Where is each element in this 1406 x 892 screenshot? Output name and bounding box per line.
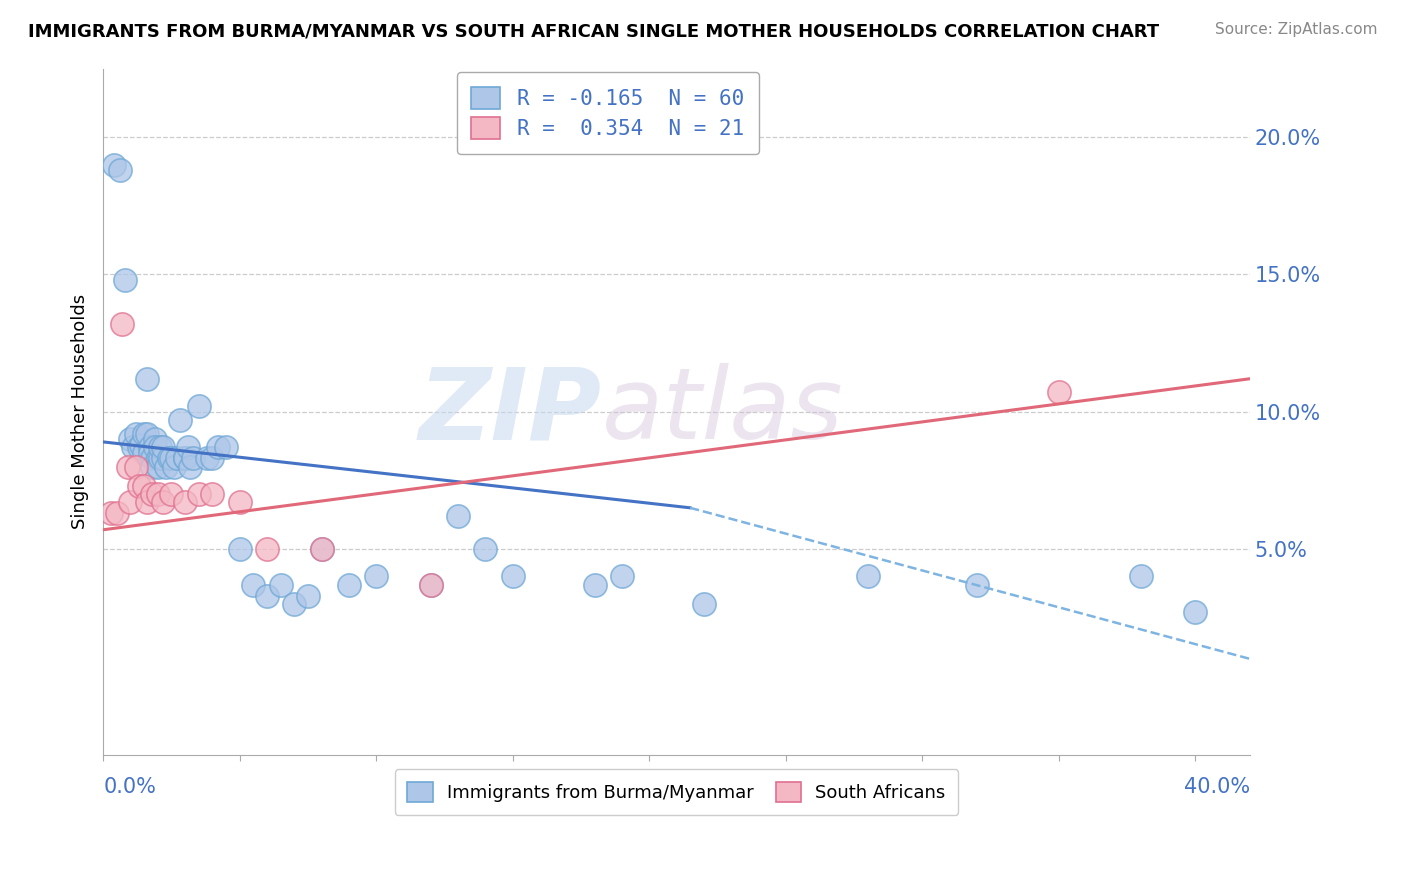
- Point: [152, 441, 174, 455]
- Point: [146, 487, 169, 501]
- Point: [111, 317, 134, 331]
- Point: [125, 459, 148, 474]
- Point: [160, 487, 183, 501]
- Point: [1184, 605, 1206, 619]
- Point: [146, 459, 169, 474]
- Point: [228, 495, 250, 509]
- Point: [135, 495, 157, 509]
- Point: [138, 441, 160, 455]
- Point: [207, 441, 229, 455]
- Point: [201, 487, 224, 501]
- Point: [125, 426, 148, 441]
- Point: [419, 577, 441, 591]
- Point: [149, 451, 172, 466]
- Point: [120, 495, 142, 509]
- Point: [166, 451, 188, 466]
- Point: [131, 437, 153, 451]
- Point: [195, 451, 218, 466]
- Point: [105, 506, 128, 520]
- Point: [256, 589, 278, 603]
- Point: [152, 451, 174, 466]
- Text: 40.0%: 40.0%: [1184, 777, 1250, 797]
- Point: [155, 459, 177, 474]
- Point: [174, 451, 197, 466]
- Point: [201, 451, 224, 466]
- Point: [132, 426, 155, 441]
- Point: [1129, 569, 1152, 583]
- Point: [1047, 385, 1070, 400]
- Point: [128, 441, 150, 455]
- Point: [366, 569, 388, 583]
- Point: [157, 451, 180, 466]
- Point: [215, 441, 238, 455]
- Point: [270, 577, 292, 591]
- Text: Source: ZipAtlas.com: Source: ZipAtlas.com: [1215, 22, 1378, 37]
- Text: IMMIGRANTS FROM BURMA/MYANMAR VS SOUTH AFRICAN SINGLE MOTHER HOUSEHOLDS CORRELAT: IMMIGRANTS FROM BURMA/MYANMAR VS SOUTH A…: [28, 22, 1159, 40]
- Point: [169, 413, 191, 427]
- Point: [610, 569, 633, 583]
- Point: [120, 432, 142, 446]
- Point: [242, 577, 264, 591]
- Y-axis label: Single Mother Households: Single Mother Households: [72, 294, 89, 529]
- Point: [419, 577, 441, 591]
- Point: [228, 541, 250, 556]
- Point: [297, 589, 319, 603]
- Point: [177, 441, 200, 455]
- Text: ZIP: ZIP: [419, 363, 602, 460]
- Point: [146, 451, 169, 466]
- Point: [966, 577, 988, 591]
- Point: [122, 441, 145, 455]
- Point: [143, 441, 166, 455]
- Point: [114, 273, 136, 287]
- Point: [138, 446, 160, 460]
- Point: [474, 541, 496, 556]
- Point: [143, 432, 166, 446]
- Point: [174, 495, 197, 509]
- Point: [256, 541, 278, 556]
- Point: [100, 506, 122, 520]
- Point: [163, 459, 186, 474]
- Point: [108, 163, 131, 178]
- Point: [283, 597, 305, 611]
- Point: [187, 487, 209, 501]
- Point: [160, 451, 183, 466]
- Point: [141, 451, 163, 466]
- Point: [187, 399, 209, 413]
- Point: [856, 569, 879, 583]
- Point: [103, 158, 125, 172]
- Point: [693, 597, 716, 611]
- Point: [132, 479, 155, 493]
- Point: [447, 509, 470, 524]
- Point: [337, 577, 360, 591]
- Point: [128, 479, 150, 493]
- Point: [311, 541, 333, 556]
- Point: [135, 372, 157, 386]
- Point: [583, 577, 606, 591]
- Point: [181, 451, 204, 466]
- Legend: Immigrants from Burma/Myanmar, South Africans: Immigrants from Burma/Myanmar, South Afr…: [395, 769, 957, 814]
- Point: [179, 459, 201, 474]
- Point: [132, 446, 155, 460]
- Point: [152, 495, 174, 509]
- Point: [174, 451, 197, 466]
- Point: [149, 441, 172, 455]
- Text: 0.0%: 0.0%: [103, 777, 156, 797]
- Point: [117, 459, 139, 474]
- Text: atlas: atlas: [602, 363, 844, 460]
- Point: [141, 487, 163, 501]
- Point: [141, 459, 163, 474]
- Point: [502, 569, 524, 583]
- Point: [135, 426, 157, 441]
- Point: [311, 541, 333, 556]
